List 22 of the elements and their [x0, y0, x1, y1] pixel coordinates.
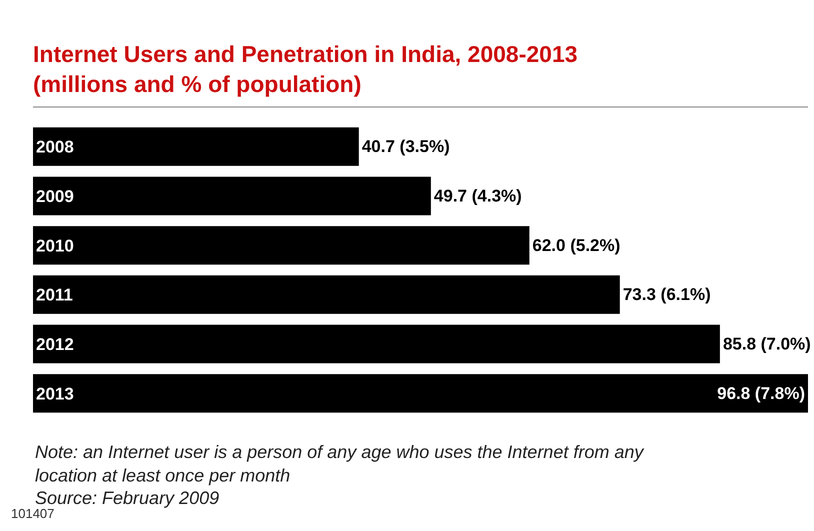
- bar: [33, 324, 720, 364]
- data-label: 73.3 (6.1%): [622, 285, 711, 304]
- bar: [33, 226, 530, 265]
- y-tick-label: 2008: [36, 138, 74, 157]
- text: 101407: [11, 506, 54, 521]
- bar: [33, 275, 620, 314]
- chart-title: Internet Users and Penetration in India, 2008-2013 (millions and % of population): [33, 41, 578, 97]
- data-label: 85.8 (7.0%): [722, 334, 811, 354]
- data-label: 62.0 (5.2%): [532, 236, 620, 255]
- data-label: 40.7 (3.5%): [362, 137, 450, 156]
- bar: [33, 127, 359, 166]
- bar: [33, 374, 808, 413]
- bar: [33, 176, 431, 216]
- y-tick-label: 2011: [36, 286, 73, 305]
- text: Note: an Internet user is a person of any age who uses the Internet from any location at least once per month: [35, 442, 644, 486]
- y-tick-label: 2013: [36, 384, 74, 404]
- y-tick-label: 2009: [36, 186, 74, 206]
- source-note: Source: February 2009: [35, 488, 220, 508]
- data-label: 49.7 (4.3%): [434, 186, 522, 206]
- y-tick-label: 2012: [36, 334, 74, 354]
- y-tick-label: 2010: [36, 236, 74, 256]
- data-label: 96.8 (7.8%): [717, 384, 805, 403]
